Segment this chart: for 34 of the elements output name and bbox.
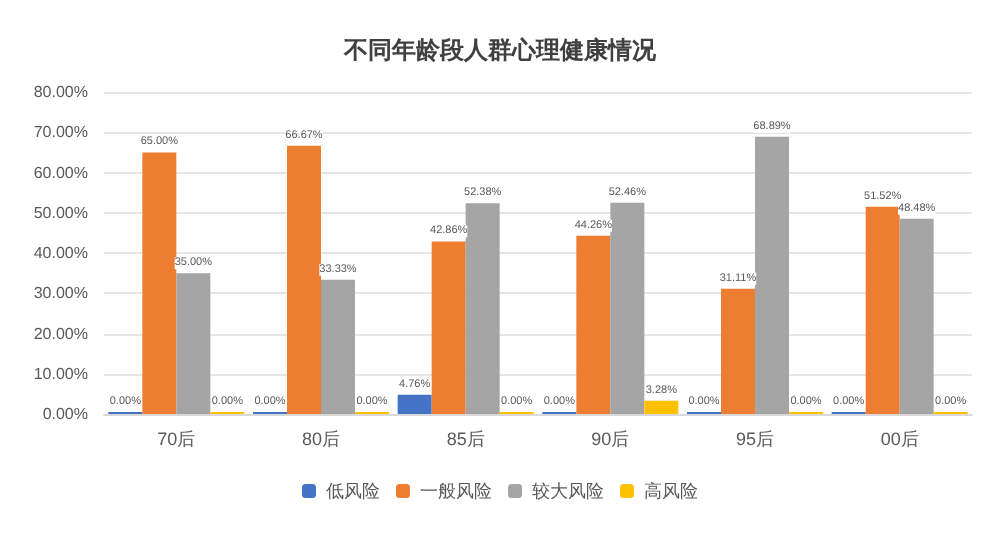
bar	[899, 218, 934, 414]
bar	[755, 136, 789, 414]
chart-title: 不同年龄段人群心理健康情况	[342, 36, 658, 64]
bar	[287, 145, 321, 414]
bar	[431, 241, 466, 414]
bar	[465, 203, 500, 414]
y-tick-label: 40.00%	[33, 244, 88, 262]
bar	[176, 273, 211, 414]
legend-label: 低风险	[326, 481, 380, 501]
legend-label: 高风险	[644, 481, 698, 501]
bar	[321, 279, 355, 414]
y-tick-label: 10.00%	[33, 364, 88, 383]
bar	[610, 202, 645, 414]
y-tick-label: 60.00%	[33, 163, 88, 182]
x-tick-label: 80后	[301, 429, 341, 449]
bar	[865, 206, 900, 414]
x-tick-label: 85后	[446, 429, 485, 449]
legend-label: 一般风险	[420, 481, 492, 501]
bar	[721, 288, 755, 414]
y-tick-label: 50.00%	[33, 203, 88, 222]
y-tick-label: 20.00%	[33, 324, 88, 343]
x-tick-label: 95后	[735, 429, 775, 449]
x-tick-label: 70后	[157, 429, 196, 449]
bar	[644, 400, 679, 414]
bar	[142, 152, 177, 414]
x-tick-label: 00后	[880, 429, 919, 449]
bar	[397, 394, 432, 414]
x-tick-label: 90后	[591, 429, 630, 449]
bar	[576, 235, 611, 414]
y-tick-label: 30.00%	[33, 284, 88, 303]
legend-label: 较大风险	[532, 481, 604, 501]
y-tick-label: 70.00%	[33, 123, 88, 142]
y-tick-label: 0.00%	[42, 405, 88, 423]
y-tick-label: 80.00%	[33, 83, 88, 101]
